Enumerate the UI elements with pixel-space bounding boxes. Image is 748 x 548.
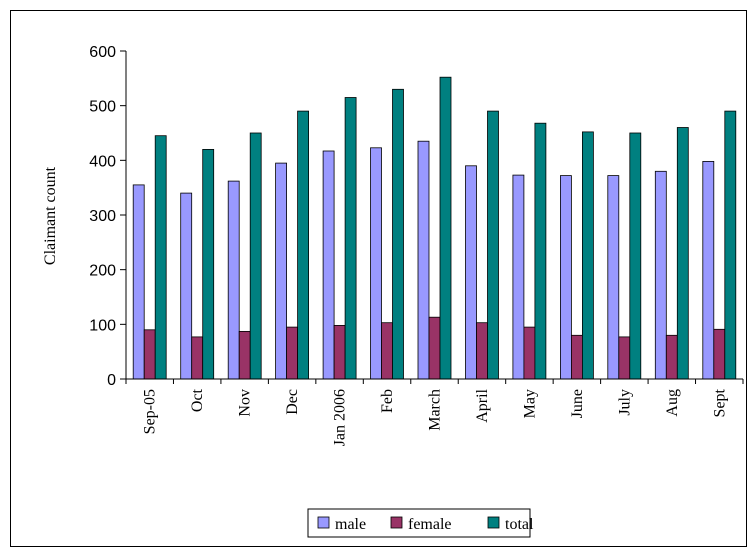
legend-label-total: total	[505, 516, 534, 533]
bar-male	[180, 192, 193, 380]
bar-total	[249, 132, 262, 380]
bar-female	[428, 316, 441, 380]
bar-total	[392, 88, 404, 380]
legend-swatch-total	[487, 516, 500, 529]
bar-male	[465, 165, 477, 380]
bar-total	[344, 97, 357, 380]
bar-total	[154, 135, 167, 380]
x-tick-label: April	[474, 388, 491, 422]
bar-total	[629, 132, 642, 380]
bar-total	[534, 122, 547, 380]
bar-female	[238, 330, 251, 380]
bar-female	[381, 322, 393, 380]
bar-female	[476, 322, 488, 380]
bar-male	[607, 175, 620, 380]
x-tick-label: May	[521, 389, 538, 418]
x-tick-label: Sept	[711, 388, 728, 417]
bar-total	[439, 76, 452, 380]
x-tick-label: June	[569, 389, 586, 418]
x-tick-label: Oct	[189, 388, 206, 412]
bar-female	[713, 328, 726, 380]
bar-total	[676, 127, 689, 380]
bar-male	[132, 184, 145, 380]
bar-female	[618, 336, 631, 380]
bar-male	[702, 160, 715, 380]
bar-male	[227, 180, 240, 380]
bar-male	[512, 174, 525, 380]
bar-male	[275, 162, 288, 380]
legend-swatch-female	[390, 516, 403, 529]
legend-swatch-male	[317, 516, 330, 529]
bar-male	[322, 150, 335, 380]
x-tick-label: Aug	[664, 389, 681, 417]
y-tick-label: 200	[89, 263, 116, 280]
bar-female	[286, 326, 299, 380]
y-tick-label: 400	[89, 153, 116, 170]
x-tick-label: Nov	[237, 389, 254, 417]
bar-male	[560, 175, 572, 380]
bar-male	[370, 147, 382, 380]
bar-female	[333, 324, 346, 380]
bar-total	[724, 110, 737, 380]
bar-total	[202, 148, 215, 380]
bar-male	[417, 140, 430, 380]
bar-female	[523, 326, 536, 380]
y-tick-label: 0	[107, 372, 116, 389]
bar-female	[143, 329, 156, 380]
y-tick-label: 600	[89, 44, 116, 61]
y-axis-label: Claimant count	[42, 166, 59, 265]
x-tick-label: July	[616, 389, 633, 416]
bar-female	[191, 336, 204, 380]
bar-female	[571, 334, 583, 380]
x-tick-label: March	[427, 389, 444, 431]
x-tick-label: Sep-05	[142, 389, 159, 434]
bar-male	[654, 170, 667, 380]
bar-total	[582, 131, 594, 380]
y-tick-label: 500	[89, 99, 116, 116]
bar-total	[487, 110, 499, 380]
legend-label-female: female	[408, 516, 452, 533]
legend: male female total	[307, 508, 534, 538]
bar-total	[297, 110, 310, 380]
x-tick-label: Feb	[379, 389, 396, 413]
x-tick-label: Jan 2006	[332, 389, 349, 446]
y-tick-label: 100	[89, 317, 116, 334]
x-tick-label: Dec	[284, 389, 301, 415]
legend-label-male: male	[335, 516, 366, 533]
bar-female	[665, 334, 678, 380]
y-tick-label: 300	[89, 208, 116, 225]
